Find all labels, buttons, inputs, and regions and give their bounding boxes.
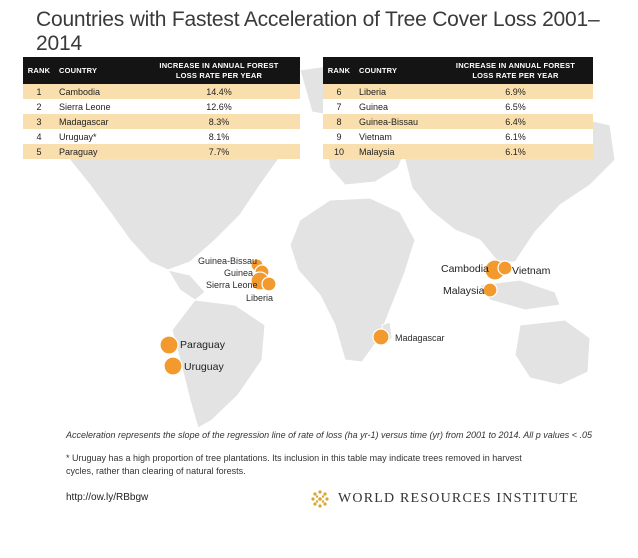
table-row: 6 Liberia 6.9% <box>323 84 593 99</box>
rank-cell: 6 <box>323 84 355 99</box>
country-header: COUNTRY <box>55 57 138 84</box>
marker-madagascar <box>372 328 390 346</box>
rank-cell: 7 <box>323 99 355 114</box>
marker-vietnam <box>497 260 513 276</box>
wri-logo: WORLD RESOURCES INSTITUTE <box>310 489 579 509</box>
wri-emblem-icon <box>311 490 329 508</box>
value-cell: 6.4% <box>438 114 593 129</box>
value-cell: 6.5% <box>438 99 593 114</box>
value-cell: 6.1% <box>438 129 593 144</box>
label-madagascar: Madagascar <box>395 333 445 343</box>
methodology-note: Acceleration represents the slope of the… <box>66 430 593 440</box>
table-row: 2 Sierra Leone 12.6% <box>23 99 300 114</box>
ranking-table-right: RANK COUNTRY INCREASE IN ANNUAL FOREST L… <box>323 57 593 159</box>
value-header: INCREASE IN ANNUAL FOREST LOSS RATE PER … <box>138 57 300 84</box>
country-cell: Paraguay <box>55 144 138 159</box>
table-row: 4 Uruguay* 8.1% <box>23 129 300 144</box>
label-guinea: Guinea <box>224 268 254 278</box>
table-row: 8 Guinea-Bissau 6.4% <box>323 114 593 129</box>
rank-cell: 9 <box>323 129 355 144</box>
south-america-landmass <box>171 299 266 429</box>
table-row: 10 Malaysia 6.1% <box>323 144 593 159</box>
rank-cell: 4 <box>23 129 55 144</box>
value-cell: 12.6% <box>138 99 300 114</box>
label-cambodia: Cambodia <box>441 263 489 275</box>
org-name: WORLD RESOURCES INSTITUTE <box>338 491 579 506</box>
source-link[interactable]: http://ow.ly/RBbgw <box>66 492 149 503</box>
value-header: INCREASE IN ANNUAL FOREST LOSS RATE PER … <box>438 57 593 84</box>
marker-paraguay <box>159 335 179 355</box>
value-cell: 6.9% <box>438 84 593 99</box>
rank-cell: 5 <box>23 144 55 159</box>
marker-malaysia <box>482 282 498 298</box>
rank-header: RANK <box>23 57 55 84</box>
table-row: 1 Cambodia 14.4% <box>23 84 300 99</box>
label-uruguay: Uruguay <box>184 361 224 373</box>
country-cell: Vietnam <box>355 129 438 144</box>
label-sierra-leone: Sierra Leone <box>206 280 258 290</box>
country-cell: Madagascar <box>55 114 138 129</box>
ranking-table-left: RANK COUNTRY INCREASE IN ANNUAL FOREST L… <box>23 57 300 159</box>
label-malaysia: Malaysia <box>443 285 485 297</box>
country-cell: Cambodia <box>55 84 138 99</box>
table-row: 9 Vietnam 6.1% <box>323 129 593 144</box>
uruguay-footnote: * Uruguay has a high proportion of tree … <box>66 453 522 476</box>
value-cell: 14.4% <box>138 84 300 99</box>
label-paraguay: Paraguay <box>180 339 225 351</box>
map-markers <box>159 258 513 376</box>
page-title: Countries with Fastest Acceleration of T… <box>36 8 600 55</box>
label-guinea-bissau: Guinea-Bissau <box>198 256 258 266</box>
table-row: 3 Madagascar 8.3% <box>23 114 300 129</box>
rank-cell: 1 <box>23 84 55 99</box>
table-row: 5 Paraguay 7.7% <box>23 144 300 159</box>
country-cell: Liberia <box>355 84 438 99</box>
central-america-landmass <box>166 269 206 301</box>
rank-cell: 3 <box>23 114 55 129</box>
value-cell: 8.1% <box>138 129 300 144</box>
rank-cell: 2 <box>23 99 55 114</box>
country-header: COUNTRY <box>355 57 438 84</box>
rank-header: RANK <box>323 57 355 84</box>
label-vietnam: Vietnam <box>512 265 551 277</box>
southeast-asia-landmass <box>479 279 561 311</box>
value-cell: 7.7% <box>138 144 300 159</box>
value-cell: 8.3% <box>138 114 300 129</box>
country-cell: Guinea-Bissau <box>355 114 438 129</box>
label-liberia: Liberia <box>246 293 274 303</box>
country-cell: Malaysia <box>355 144 438 159</box>
marker-uruguay <box>163 356 183 376</box>
rank-cell: 10 <box>323 144 355 159</box>
marker-liberia <box>261 276 277 292</box>
rank-cell: 8 <box>323 114 355 129</box>
table-row: 7 Guinea 6.5% <box>323 99 593 114</box>
country-cell: Guinea <box>355 99 438 114</box>
australia-landmass <box>514 319 591 386</box>
country-cell: Uruguay* <box>55 129 138 144</box>
country-cell: Sierra Leone <box>55 99 138 114</box>
value-cell: 6.1% <box>438 144 593 159</box>
